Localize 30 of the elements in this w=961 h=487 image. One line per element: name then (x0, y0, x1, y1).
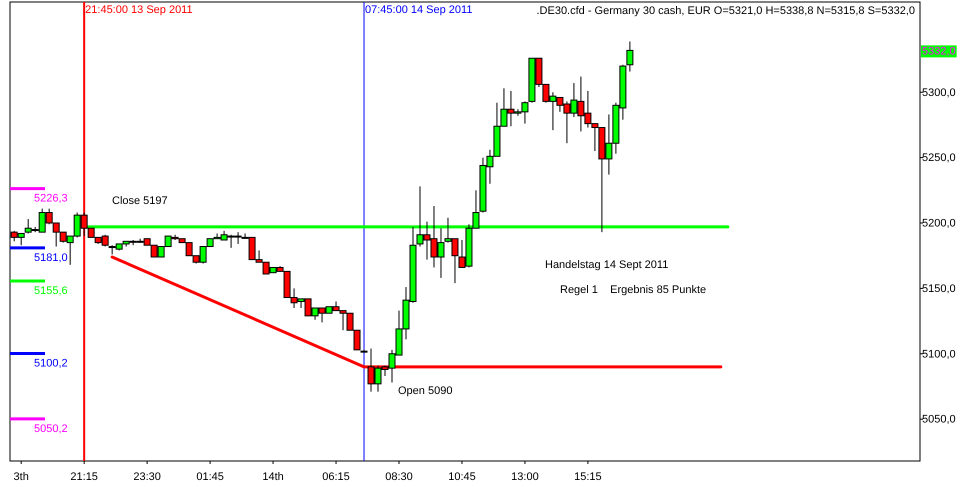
annotation: Regel 1 Ergebnis 85 Punkte (560, 284, 706, 296)
ref-line-label: 07:45:00 14 Sep 2011 (365, 4, 472, 16)
x-tick-label: 08:30 (385, 470, 413, 483)
x-tick-label: 15:15 (574, 470, 602, 483)
x-tick-label: 14th (262, 470, 284, 483)
x-tick-label: 21:15 (70, 470, 98, 483)
y-tick-label: 5200,0 (922, 218, 956, 230)
y-tick-label: 5100,0 (922, 348, 956, 360)
ref-line-label: 5050,2 (34, 422, 68, 435)
chart-title: .DE30.cfd - Germany 30 cash, EUR O=5321,0 H=5338,8 N=5315,8 S=5332,0 (536, 5, 915, 17)
ref-line-label: 5100,2 (34, 358, 68, 370)
ref-line-label: 5155,6 (34, 285, 68, 298)
annotation: Close 5197 (112, 195, 168, 207)
y-tick-label: 5050,0 (922, 414, 956, 426)
annotation: Handelstag 14 Sept 2011 (545, 259, 668, 271)
ref-line-label: 5226,3 (34, 192, 68, 205)
x-tick-label: 13:00 (511, 470, 539, 483)
candlestick (626, 40, 634, 72)
y-tick-label: 5300,0 (922, 86, 956, 99)
x-tick-label: 01:45 (196, 470, 224, 483)
x-tick-label: 06:15 (322, 470, 350, 483)
x-tick-label: 3th (14, 470, 29, 483)
annotation: 5332,0 (922, 45, 956, 58)
x-tick-label: 23:30 (133, 470, 161, 483)
ref-line-label: 5181,0 (34, 252, 68, 264)
y-tick-label: 5150,0 (922, 282, 956, 295)
ref-line-label: 21:45:00 13 Sep 2011 (85, 4, 193, 16)
x-tick-label: 10:45 (448, 470, 476, 483)
annotation: Open 5090 (398, 385, 452, 397)
y-tick-label: 5250,0 (922, 152, 956, 164)
